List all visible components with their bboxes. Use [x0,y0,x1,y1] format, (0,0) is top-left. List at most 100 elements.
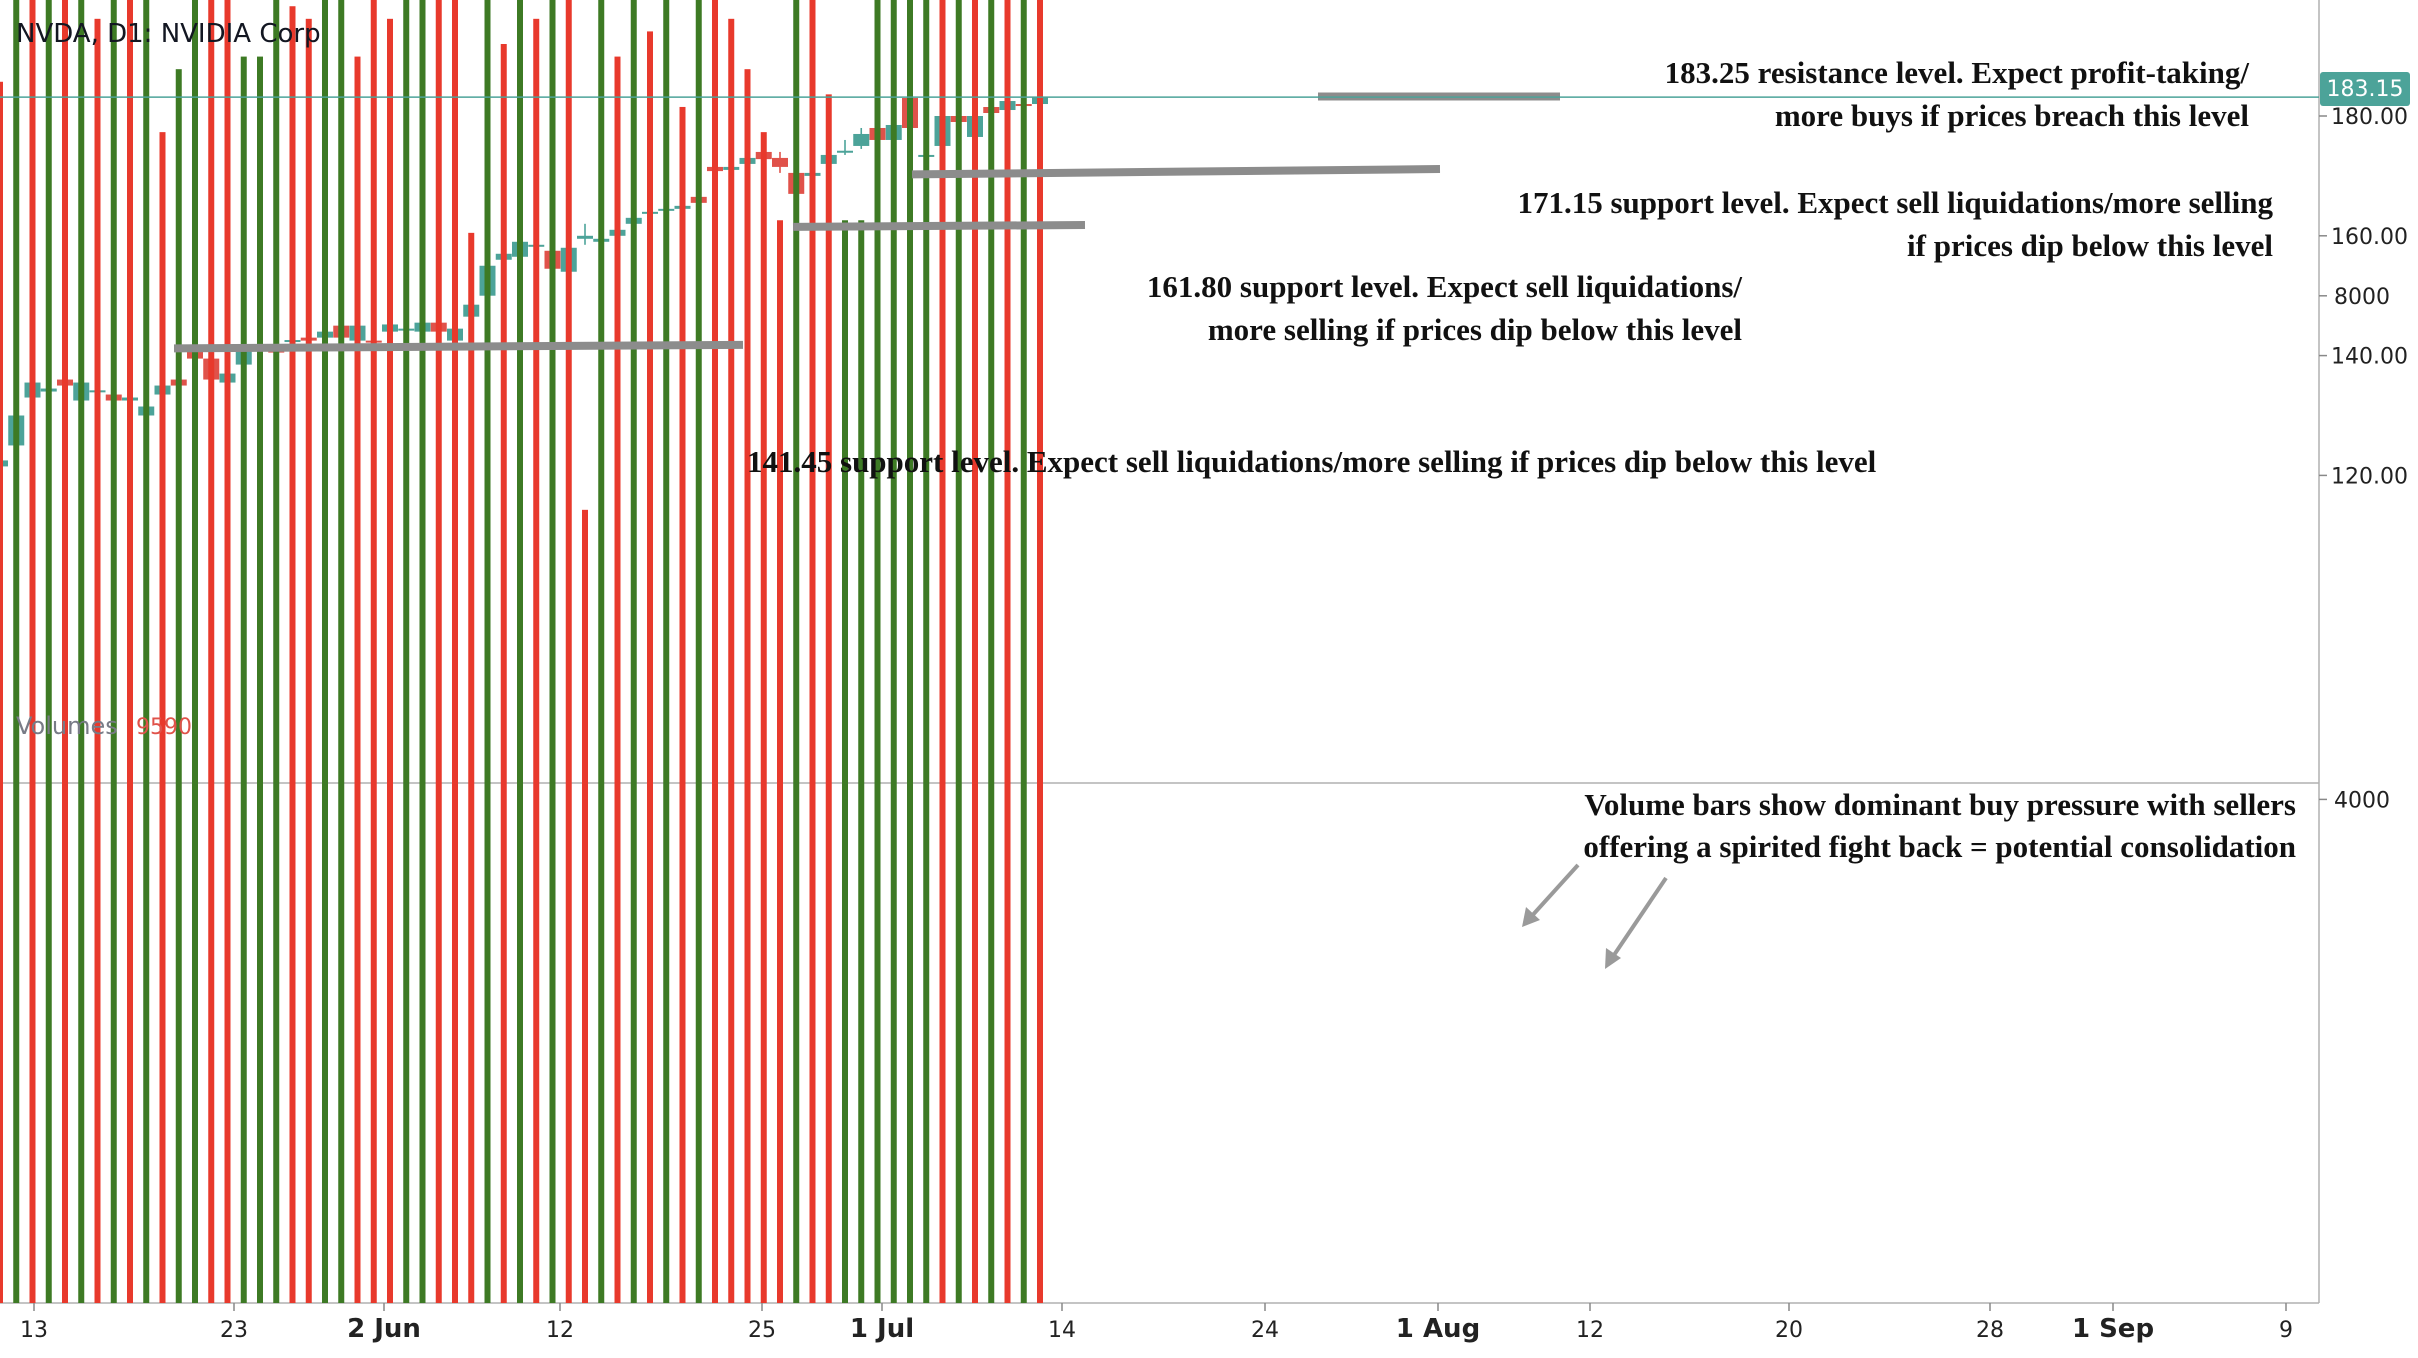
volume-legend-value: 9590 [136,715,192,740]
resistance-183-line2: more buys if prices breach this level [1775,98,2250,133]
volume-bar [809,0,816,1304]
volume-bar [777,220,783,1303]
support-171-line1: 171.15 support level. Expect sell liquid… [1517,185,2273,220]
volume-bar [0,81,3,1303]
volume-bar [289,6,296,1304]
volume-bar [890,0,897,1303]
volume-bar [614,56,621,1304]
resistance-183-line1: 183.25 resistance level. Expect profit-t… [1665,55,2250,90]
arrow-1-shaft [1528,863,1580,920]
volume-bar [858,220,865,1303]
volume-bar [1004,0,1011,1304]
last-price-badge-text: 183.15 [2327,77,2404,102]
price-tick-label: 180.00 [2331,105,2408,130]
volume-bar [630,0,637,1303]
candle-body [0,460,8,467]
volume-bar [110,0,117,1303]
time-tick-label: 25 [748,1318,776,1343]
volume-legend-label: Volumes [16,712,118,740]
support-171-annotation: 171.15 support level. Expect sell liquid… [1517,185,2273,263]
volume-bar [728,18,735,1304]
volume-bar [452,0,458,1304]
price-tick-label: 160.00 [2331,225,2408,250]
time-tick-label: 1 Aug [1396,1314,1480,1344]
volume-tick-label: 8000 [2334,285,2390,310]
volume-bar [45,0,52,1304]
time-tick-label: 1 Sep [2072,1314,2154,1344]
volume-bar [874,0,881,1303]
last-price-badge: 183.15 [2320,72,2410,106]
volume-bar [533,18,540,1304]
volume-bar [972,0,978,1303]
volume-bar [647,31,653,1303]
volume-bar [500,44,507,1303]
arrow-2-shaft [1610,876,1668,960]
last-price-badge-bg [2320,72,2410,106]
volume-bar [175,69,182,1303]
time-tick-label: 20 [1775,1318,1803,1343]
volume-bar [419,0,426,1304]
time-tick-label: 14 [1048,1318,1076,1343]
volume-bar [127,0,133,1303]
level-line-171.15 [911,165,1441,179]
volume-bar [565,0,572,1303]
volume-bar [338,0,345,1303]
support-161-line2: more selling if prices dip below this le… [1208,312,1743,347]
volume-bar [13,0,20,1303]
level-line-141.45 [173,340,744,353]
volume-bar [143,0,150,1303]
volume-bar [370,0,377,1304]
support-141-line1: 141.45 support level. Expect sell liquid… [747,444,1877,479]
volume-bar [273,0,280,1303]
time-tick-label: 12 [546,1318,574,1343]
symbol-title: NVDA, D1: NVIDIA Corp [16,19,321,49]
volume-bar [939,0,946,1304]
volume-bar [744,69,751,1303]
time-tick-label: 12 [1576,1318,1604,1343]
resistance-183-annotation: 183.25 resistance level. Expect profit-t… [1665,55,2250,133]
volume-bar [679,106,686,1304]
time-tick-label: 23 [220,1318,248,1343]
frame-layer [0,0,2320,1304]
support-141-annotation: 141.45 support level. Expect sell liquid… [747,444,1877,479]
candle-body [772,157,788,167]
candle-body [837,150,853,153]
volume-bar [403,0,410,1303]
support-171-line2: if prices dip below this level [1907,228,2273,263]
volume-bar [517,0,523,1303]
candle-body [853,133,870,146]
volume-bar [760,132,767,1303]
volume-bar [712,0,718,1304]
volume-bar [923,0,930,1303]
support-161-line1: 161.80 support level. Expect sell liquid… [1147,269,1742,304]
volume-axis-layer: 400080001200016000 [2319,285,2390,813]
volume-bar [582,509,588,1304]
volume-note-annotation: Volume bars show dominant buy pressure w… [1583,787,2296,864]
volume-bar [322,0,328,1303]
volume-bar [825,94,832,1304]
price-tick-label: 120.00 [2331,464,2408,489]
volume-layer [0,0,1043,1304]
time-tick-label: 1 Jul [850,1314,914,1344]
volume-bar [240,56,247,1304]
volume-tick-label: 4000 [2334,788,2390,813]
time-tick-label: 13 [20,1318,48,1343]
volume-bar [955,0,962,1303]
volume-bar [1037,0,1043,1304]
volume-note-line2: offering a spirited fight back = potenti… [1583,829,2296,864]
volume-bar [484,0,491,1303]
volume-bar [663,0,670,1304]
support-161-annotation: 161.80 support level. Expect sell liquid… [1147,269,1742,347]
volume-bar [192,0,198,1304]
time-tick-label: 9 [2279,1318,2293,1343]
time-tick-label: 28 [1976,1318,2004,1343]
volume-arrows [1522,863,1668,969]
price-tick-label: 140.00 [2331,345,2408,370]
level-line-161.8 [792,221,1086,231]
volume-bar [435,0,442,1304]
arrow-2-head [1605,948,1621,969]
volume-bar [257,56,263,1304]
volume-bar [793,0,800,1304]
arrow-1-head [1522,907,1540,927]
